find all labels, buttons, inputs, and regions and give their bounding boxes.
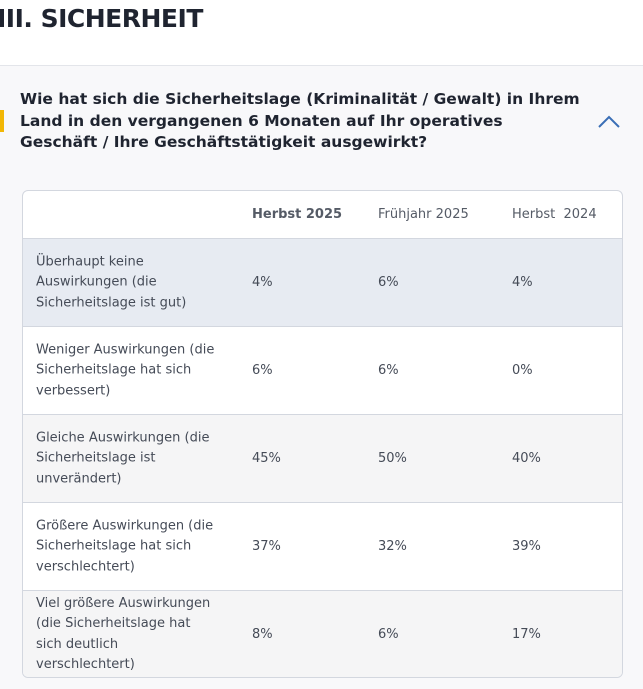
column-header: Frühjahr 2025 xyxy=(378,206,469,222)
cell-value: 6% xyxy=(378,626,399,642)
table-row: Größere Auswirkungen (die Sicherheitslag… xyxy=(23,502,622,590)
cell-value: 4% xyxy=(512,274,533,290)
cell-value: 45% xyxy=(252,450,281,466)
table-row: Überhaupt keine Auswirkungen (die Sicher… xyxy=(23,238,622,326)
table-row: Gleiche Auswirkungen (die Sicherheitslag… xyxy=(23,414,622,502)
cell-value: 50% xyxy=(378,450,407,466)
question: Wie hat sich die Sicherheitslage (Krimin… xyxy=(20,90,580,151)
accent-bar xyxy=(0,110,4,132)
cell-value: 39% xyxy=(512,538,541,554)
table-row: Viel größere Auswirkungen (die Sicherhei… xyxy=(23,590,622,677)
row-label: Überhaupt keine Auswirkungen (die Sicher… xyxy=(36,253,187,310)
row-label: Viel größere Auswirkungen (die Sicherhei… xyxy=(36,595,211,673)
cell-value: 40% xyxy=(512,450,541,466)
row-label: Größere Auswirkungen (die Sicherheitslag… xyxy=(36,517,214,574)
cell-value: 37% xyxy=(252,538,281,554)
table: Herbst 2025 Frühjahr 2025 Herbst 2024 Überh… xyxy=(22,190,623,678)
row-label: Gleiche Auswirkungen (die Sicherheitslag… xyxy=(36,429,210,486)
header-row: Herbst 2025 Frühjahr 2025 Herbst 2024 xyxy=(23,191,622,238)
cell-value: 6% xyxy=(252,362,273,378)
table-row: Weniger Auswirkungen (die Sicherheitslag… xyxy=(23,326,622,414)
cell-value: 6% xyxy=(378,274,399,290)
cell-value: 17% xyxy=(512,626,541,642)
section-title: III. SICHERHEIT xyxy=(0,4,203,33)
cell-value: 4% xyxy=(252,274,273,290)
cell-value: 6% xyxy=(378,362,399,378)
cell-value: 32% xyxy=(378,538,407,554)
column-header: Herbst 2025 xyxy=(252,206,343,222)
column-header: Herbst 2024 xyxy=(512,206,597,222)
header: III. SICHERHEIT xyxy=(0,0,643,66)
cell-value: 0% xyxy=(512,362,533,378)
row-label: Weniger Auswirkungen (die Sicherheitslag… xyxy=(36,341,215,398)
cell-value: 8% xyxy=(252,626,273,642)
collapse-toggle[interactable] xyxy=(597,113,621,129)
